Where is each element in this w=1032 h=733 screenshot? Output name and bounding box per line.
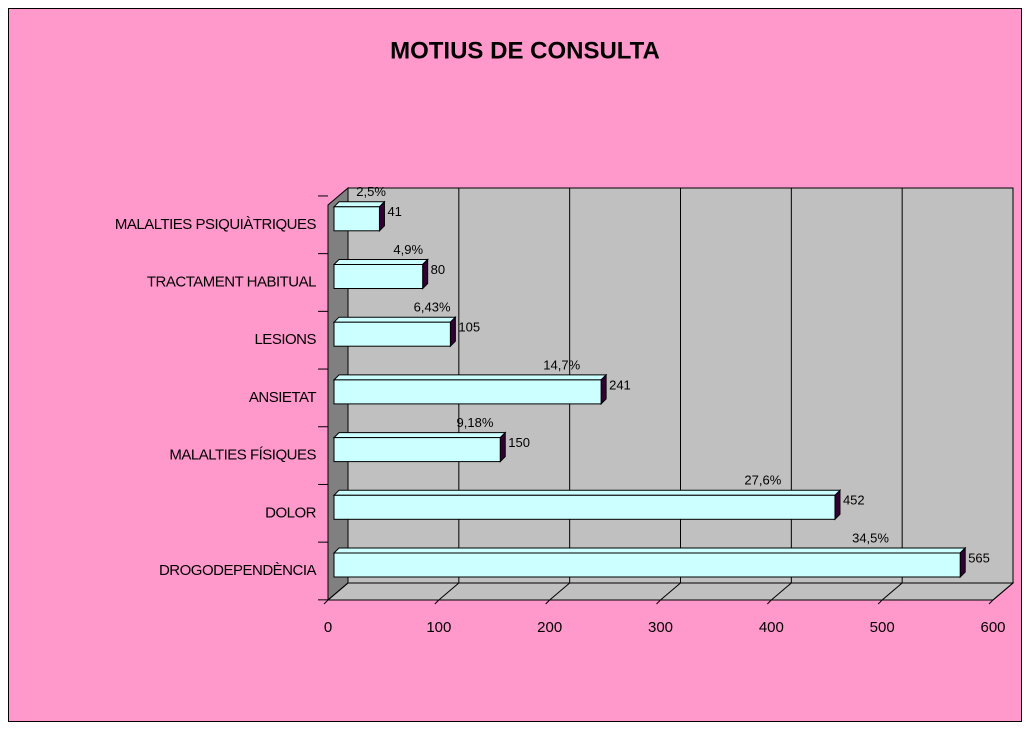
x-tick-mark [877, 599, 883, 605]
floor-grid-line [660, 582, 681, 601]
percent-label: 2,5% [356, 184, 386, 199]
x-tick-mark [656, 599, 661, 605]
bar-side [378, 200, 385, 233]
floor-grid-line [771, 582, 792, 601]
bar [333, 552, 961, 578]
bar [333, 206, 380, 232]
bar-side [834, 489, 841, 521]
bar-top [332, 374, 608, 381]
x-tick-mark [323, 599, 329, 605]
bar [333, 379, 602, 405]
bar-top [332, 489, 842, 496]
bar [333, 321, 451, 347]
x-tick-label: 400 [759, 619, 784, 636]
percent-label: 9,18% [457, 415, 494, 430]
x-tick-label: 200 [537, 619, 562, 636]
x-tick-label: 300 [648, 619, 673, 636]
value-label: 241 [609, 377, 631, 392]
y-tick-label: LESIONS [254, 331, 316, 348]
x-tick-mark [766, 599, 772, 605]
bar-top [332, 259, 429, 265]
value-label: 452 [843, 493, 865, 508]
value-label: 105 [458, 320, 480, 335]
percent-label: 34,5% [852, 530, 889, 545]
floor-grid-line [992, 582, 1014, 601]
bar [333, 437, 501, 463]
y-tick-label: ANSIETAT [249, 389, 316, 406]
y-tick-label: MALALTIES FÍSIQUES [169, 447, 316, 464]
x-tick-label: 0 [324, 619, 332, 636]
floor-grid-line [327, 582, 349, 601]
bar-top [332, 316, 457, 323]
floor-grid-line [881, 582, 903, 601]
value-label: 150 [508, 435, 530, 450]
bar-side [422, 258, 429, 290]
value-label: 565 [968, 550, 990, 565]
percent-label: 4,9% [393, 242, 423, 257]
value-label: 41 [387, 204, 401, 219]
y-tick-label: MALALTIES PSIQUIÀTRIQUES [115, 216, 317, 233]
percent-label: 14,7% [543, 357, 580, 372]
x-tick-label: 500 [870, 619, 895, 636]
x-tick-label: 100 [426, 619, 451, 636]
bar [333, 494, 836, 520]
x-tick-mark [434, 599, 440, 605]
floor-grid-line [549, 582, 570, 601]
x-tick-mark [545, 599, 551, 605]
bar-side [449, 315, 456, 348]
floor-grid-line [438, 582, 460, 601]
bar-side [959, 546, 966, 579]
bar-side [499, 431, 506, 463]
bar [333, 264, 424, 289]
y-tick-label: DOLOR [265, 504, 317, 521]
chart-title: MOTIUS DE CONSULTA [390, 37, 660, 64]
x-tick-mark [988, 599, 994, 605]
percent-label: 6,43% [414, 300, 451, 315]
y-tick-label: DROGODEPENDÈNCIA [159, 562, 317, 579]
bar-top [332, 547, 967, 554]
bar-top [332, 432, 507, 439]
bar-side [600, 373, 607, 406]
x-tick-label: 600 [980, 619, 1005, 636]
y-tick-label: TRACTAMENT HABITUAL [147, 273, 316, 290]
bar-top [332, 201, 386, 208]
value-label: 80 [431, 262, 445, 277]
percent-label: 27,6% [744, 473, 781, 488]
